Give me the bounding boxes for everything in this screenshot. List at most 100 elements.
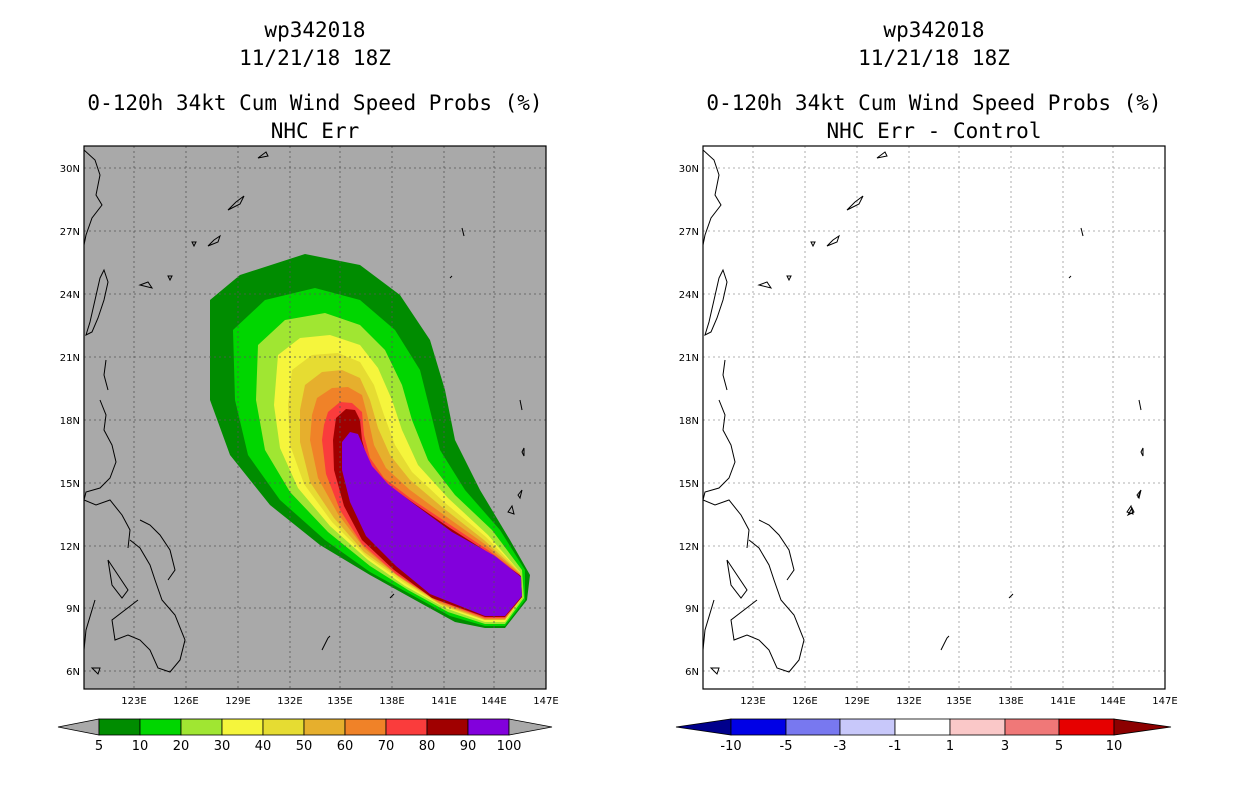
left-map-frame [83, 145, 547, 690]
left-colorbar-swatch-3 [221, 718, 264, 736]
right-colorbar-swatch-3 [839, 718, 896, 736]
right-lon-144E: 144E [1100, 696, 1125, 707]
right-title-3: 0-120h 34kt Cum Wind Speed Probs (%) [706, 91, 1162, 115]
right-colorbar-swatch-1 [730, 718, 787, 736]
left-colorbar-swatch-8 [426, 718, 469, 736]
left-cb-label-5: 5 [95, 739, 103, 754]
right-colorbar [675, 718, 1172, 736]
right-cb-label-10: 10 [1106, 739, 1123, 754]
left-lon-129E: 129E [225, 696, 250, 707]
right-lon-138E: 138E [998, 696, 1023, 707]
left-cb-label-20: 20 [173, 739, 190, 754]
right-lat-30N: 30N [679, 164, 699, 175]
left-lat-24N: 24N [60, 290, 80, 301]
left-colorbar [57, 718, 553, 736]
right-lat-24N: 24N [679, 290, 699, 301]
right-title-4: NHC Err - Control [826, 119, 1042, 143]
right-lat-18N: 18N [679, 416, 699, 427]
right-lat-6N: 6N [685, 667, 699, 678]
left-lon-labels: 123E 126E 129E 132E 135E 138E 141E 144E … [121, 696, 558, 707]
right-lon-147E: 147E [1152, 696, 1177, 707]
right-cb-label-5: 5 [1055, 739, 1063, 754]
right-colorbar-under-arrow [675, 718, 732, 736]
left-cb-label-100: 100 [497, 739, 522, 754]
left-colorbar-swatch-7 [385, 718, 428, 736]
right-cb-label-neg3: -3 [834, 739, 847, 754]
right-lat-labels: 30N 27N 24N 21N 18N 15N 12N 9N 6N [679, 164, 699, 678]
right-colorbar-swatch-4 [894, 718, 951, 736]
left-lon-126E: 126E [173, 696, 198, 707]
left-title-1: wp342018 [264, 18, 366, 42]
left-lon-132E: 132E [277, 696, 302, 707]
right-cb-label-neg10: -10 [720, 739, 741, 754]
left-colorbar-swatch-9 [467, 718, 510, 736]
left-lon-144E: 144E [481, 696, 506, 707]
left-colorbar-swatch-5 [303, 718, 346, 736]
right-map [702, 145, 1166, 690]
right-cb-label-1: 1 [946, 739, 954, 754]
right-colorbar-swatch-6 [1004, 718, 1060, 736]
left-colorbar-swatch-0 [98, 718, 141, 736]
right-title-1: wp342018 [883, 18, 985, 42]
right-title-2: 11/21/18 18Z [858, 46, 1010, 70]
left-lat-9N: 9N [66, 604, 80, 615]
left-cb-label-50: 50 [296, 739, 313, 754]
right-map-background [703, 146, 1165, 689]
left-lat-12N: 12N [60, 542, 80, 553]
right-lat-21N: 21N [679, 353, 699, 364]
right-lon-135E: 135E [946, 696, 971, 707]
right-lat-9N: 9N [685, 604, 699, 615]
left-lon-135E: 135E [327, 696, 352, 707]
right-lat-12N: 12N [679, 542, 699, 553]
left-lat-18N: 18N [60, 416, 80, 427]
left-colorbar-swatch-1 [139, 718, 182, 736]
left-title-3: 0-120h 34kt Cum Wind Speed Probs (%) [87, 91, 543, 115]
left-lon-147E: 147E [533, 696, 558, 707]
left-cb-label-60: 60 [337, 739, 354, 754]
contour-90 [342, 432, 522, 616]
left-cb-label-10: 10 [132, 739, 149, 754]
left-lon-141E: 141E [431, 696, 456, 707]
right-colorbar-swatch-7 [1058, 718, 1115, 736]
left-cb-label-70: 70 [378, 739, 395, 754]
right-cb-label-neg5: -5 [780, 739, 793, 754]
right-colorbar-over-arrow [1113, 718, 1172, 736]
left-lat-27N: 27N [60, 227, 80, 238]
left-cb-label-90: 90 [460, 739, 477, 754]
left-colorbar-swatch-4 [262, 718, 305, 736]
left-colorbar-swatch-2 [180, 718, 223, 736]
left-cb-label-30: 30 [214, 739, 231, 754]
left-colorbar-under-arrow [57, 718, 100, 736]
left-colorbar-labels: 5 10 20 30 40 50 60 70 80 90 100 [95, 739, 522, 754]
right-lat-27N: 27N [679, 227, 699, 238]
left-cb-label-40: 40 [255, 739, 272, 754]
left-title-4: NHC Err [270, 119, 360, 143]
right-colorbar-swatch-2 [785, 718, 841, 736]
left-colorbar-swatch-6 [344, 718, 387, 736]
left-lat-21N: 21N [60, 353, 80, 364]
left-cb-label-80: 80 [419, 739, 436, 754]
right-colorbar-swatch-5 [949, 718, 1006, 736]
right-lon-129E: 129E [844, 696, 869, 707]
right-lat-15N: 15N [679, 479, 699, 490]
left-colorbar-over-arrow [508, 718, 553, 736]
right-cb-label-neg1: -1 [889, 739, 902, 754]
right-cb-label-3: 3 [1001, 739, 1009, 754]
probability-contours [84, 146, 546, 689]
right-lon-141E: 141E [1050, 696, 1075, 707]
left-lat-30N: 30N [60, 164, 80, 175]
left-lat-6N: 6N [66, 667, 80, 678]
left-lon-138E: 138E [379, 696, 404, 707]
left-gridlines [84, 146, 546, 689]
left-lat-15N: 15N [60, 479, 80, 490]
right-lon-126E: 126E [792, 696, 817, 707]
left-lat-labels: 30N 27N 24N 21N 18N 15N 12N 9N 6N [60, 164, 80, 678]
right-colorbar-labels: -10 -5 -3 -1 1 3 5 10 [720, 739, 1122, 754]
left-lon-123E: 123E [121, 696, 146, 707]
left-title-2: 11/21/18 18Z [239, 46, 391, 70]
left-map [83, 145, 547, 690]
right-lon-labels: 123E 126E 129E 132E 135E 138E 141E 144E … [740, 696, 1177, 707]
right-gridlines [703, 146, 1165, 689]
right-map-frame [702, 145, 1166, 690]
right-lon-123E: 123E [740, 696, 765, 707]
